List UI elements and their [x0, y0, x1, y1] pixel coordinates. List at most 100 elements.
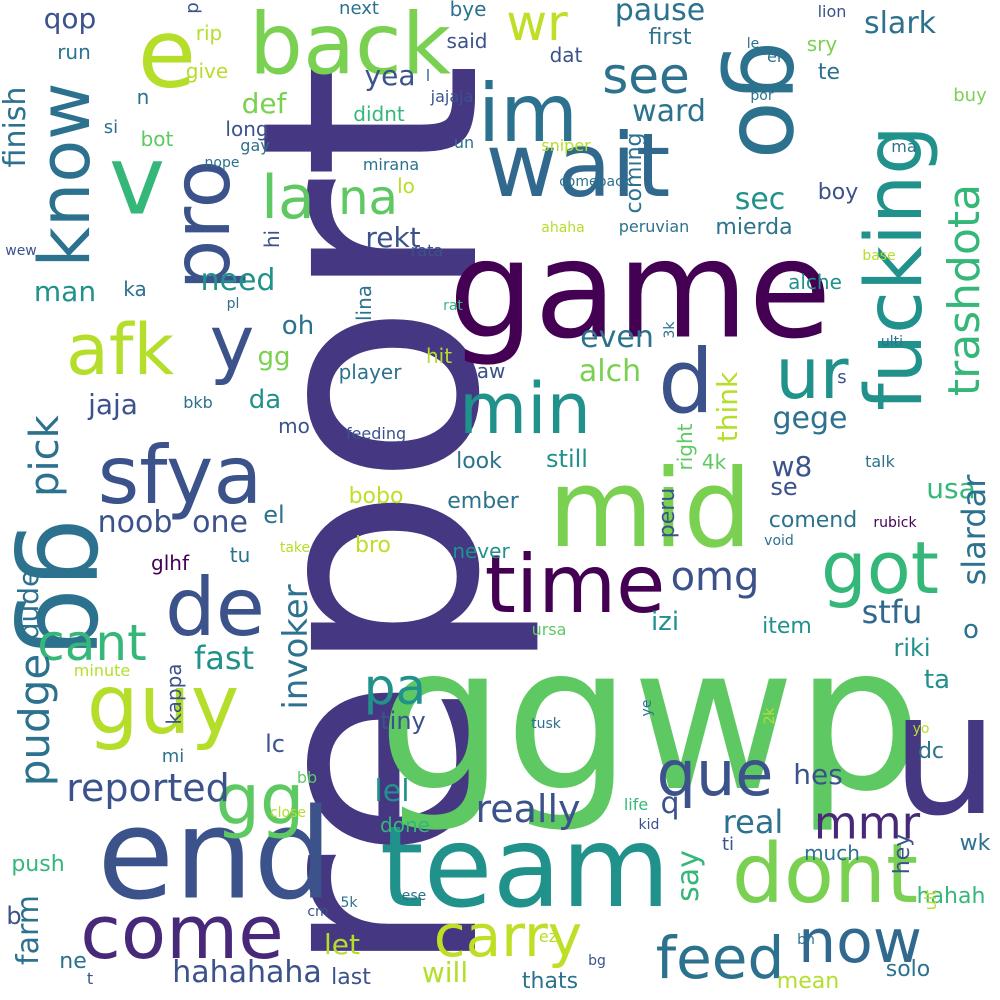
word-wk: wk [959, 831, 991, 856]
word-even: even [580, 320, 654, 355]
word-one: one [192, 505, 248, 540]
word-lel: lel [374, 774, 410, 809]
word-noob: noob [97, 505, 173, 540]
word-5k: 5k [340, 895, 358, 911]
word-let: let [324, 928, 360, 961]
word-rat: rat [443, 298, 463, 314]
word-slardar: slardar [955, 474, 993, 586]
word-ward: ward [632, 94, 706, 129]
word-le: le [746, 36, 760, 52]
word-ur: ur [775, 333, 849, 415]
word-hi: hi [260, 229, 284, 249]
word-say: say [671, 850, 706, 902]
word-finish: finish [0, 86, 33, 168]
word-v: v [108, 126, 166, 237]
word-tiny: tiny [380, 707, 426, 735]
word-coming: coming [622, 132, 647, 214]
word-tu: tu [229, 543, 251, 567]
word-ne: ne [59, 949, 87, 974]
word-hey: hey [890, 833, 915, 875]
word-sfya: sfya [97, 429, 263, 522]
word-ez: ez [538, 927, 558, 946]
word-wew: wew [5, 243, 37, 259]
word-team: team [379, 803, 671, 933]
word-se: se [770, 473, 798, 501]
word-gg: gg [257, 342, 291, 372]
word-dude: dude [12, 569, 45, 641]
word-mirana: mirana [362, 155, 420, 174]
word-close: close [269, 805, 307, 821]
word-kappa: kappa [162, 663, 186, 725]
word-mean: mean [776, 969, 840, 994]
word-talk: talk [865, 452, 895, 471]
word-d: d [658, 330, 714, 433]
word-invoker: invoker [276, 584, 316, 710]
word-thats: thats [521, 969, 579, 994]
word-mid: mid [548, 447, 752, 572]
word-lion: lion [817, 2, 847, 21]
word-u: u [891, 656, 999, 854]
word-minute: minute [73, 661, 131, 680]
word-por: por [750, 88, 774, 104]
word-solo: solo [885, 957, 931, 982]
word-man: man [33, 275, 97, 308]
word-ember: ember [447, 489, 519, 514]
word-mo: mo [278, 414, 310, 438]
word-tusk: tusk [531, 716, 561, 732]
word-reported: reported [66, 766, 230, 810]
word-el: el [263, 501, 285, 529]
word-got: got [821, 526, 939, 610]
word-ult: ult [921, 889, 940, 911]
word-feed: feed [655, 924, 785, 992]
word-stfu: stfu [861, 593, 923, 631]
word-l: l [425, 66, 431, 85]
word-said: said [446, 29, 488, 53]
word-come: come [80, 890, 284, 976]
word-y: y [209, 298, 255, 387]
word-kid: kid [638, 817, 660, 833]
word-riki: riki [893, 634, 931, 662]
word-wait: wait [485, 114, 671, 217]
word-n: n [136, 85, 150, 109]
word-peruvian: peruvian [618, 217, 690, 236]
word-rata: rata [410, 241, 444, 260]
word-jaja: jaja [88, 388, 138, 421]
word-oh: oh [281, 311, 315, 341]
word-un: un [453, 133, 475, 152]
word-take: take [279, 540, 311, 556]
word-time: time [484, 538, 666, 631]
word-cm: cm [307, 904, 329, 920]
word-min: min [458, 368, 592, 450]
word-b: b [6, 902, 22, 930]
word-look: look [456, 449, 502, 474]
word-trashdota: trashdota [939, 183, 990, 397]
word-ti: ti [721, 834, 735, 855]
word-now: now [798, 907, 922, 977]
word-q: q [660, 786, 680, 821]
word-pa: pa [363, 658, 427, 716]
word-think: think [711, 371, 744, 443]
word-ursa: ursa [531, 620, 567, 639]
word-2k: 2k [762, 707, 778, 725]
word-first: first [648, 25, 692, 50]
word-lina: lina [352, 284, 376, 322]
word-much: much [804, 841, 860, 865]
word-push: push [11, 852, 65, 877]
word-alch: alch [578, 354, 642, 389]
word-fucking: fucking [850, 125, 940, 411]
word-ggwp: ggwp [377, 603, 923, 836]
word-gege: gege [772, 401, 848, 436]
word-back: back [249, 0, 451, 95]
word-void: void [764, 533, 794, 549]
word-lc: lc [265, 730, 285, 758]
word-yea: yea [364, 59, 416, 92]
word-cant: cant [37, 614, 147, 672]
word-sry: sry [806, 32, 838, 56]
word-izi: izi [650, 607, 680, 637]
word-see: see [602, 47, 690, 105]
word-w8: w8 [771, 450, 813, 483]
word-te: te [817, 60, 841, 85]
word-still: still [546, 445, 588, 473]
word-def: def [241, 87, 287, 120]
